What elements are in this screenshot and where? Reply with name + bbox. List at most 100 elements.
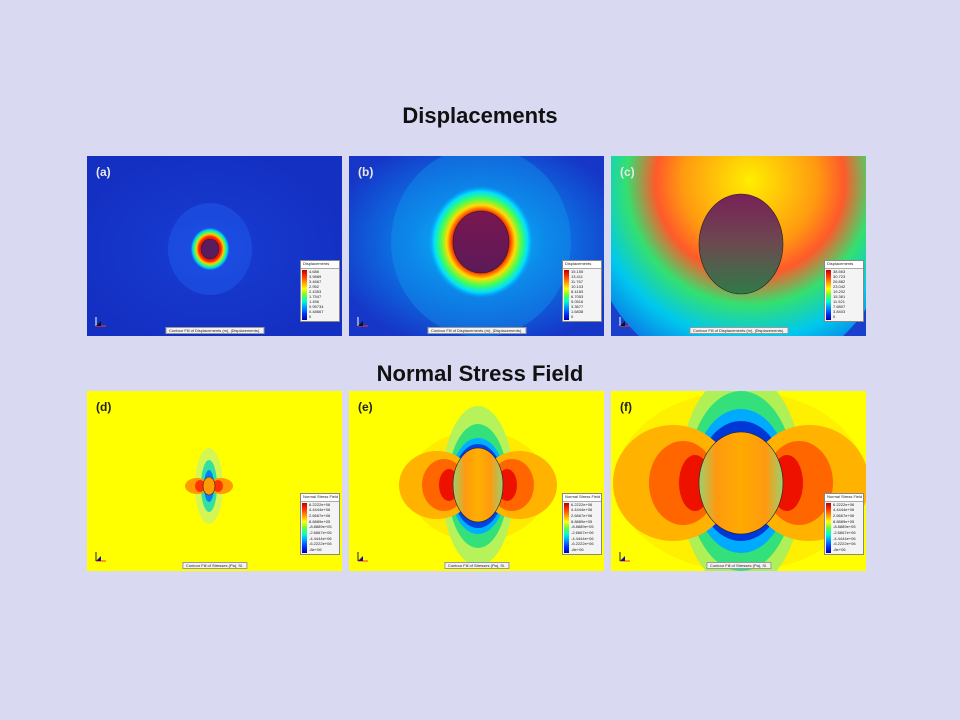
panel-b-caption: Contour Fill of Displacements (m), |Disp…	[427, 327, 526, 334]
legend-value: 3.3677	[571, 303, 584, 309]
legend-value: 1.6838	[571, 308, 584, 314]
legend-value: 6.2222e+06	[833, 501, 855, 507]
legend-value: 0.95734	[309, 303, 324, 309]
panel-c-caption: Contour Fill of Displacements (m), |Disp…	[689, 327, 788, 334]
legend-value: -6.2222e+06	[309, 541, 332, 547]
legend-value: 3.8403	[833, 308, 846, 314]
legend-value: 4.4444e+06	[309, 507, 331, 513]
panel-a-contour	[87, 156, 342, 336]
panel-d-colorbar	[302, 502, 307, 553]
legend-value: 6.7053	[571, 293, 584, 299]
panel-f-stress-plot: (f) Normal Stress Field 6.2222e+06 4.444…	[611, 391, 866, 571]
panel-c-label: (c)	[620, 165, 635, 179]
panel-c-legend-title: Displacements	[825, 261, 863, 269]
legend-value: 4.4444e+06	[833, 507, 855, 513]
legend-value: 2.952	[309, 283, 320, 289]
panel-e-colorbar	[564, 502, 569, 553]
panel-e-caption: Contour Fill of Stresses (Pa), Sl.	[443, 562, 510, 569]
legend-value: 1.7547	[309, 293, 322, 299]
legend-value: 3.4667	[309, 278, 322, 284]
panel-f-caption: Contour Fill of Stresses (Pa), Sl.	[705, 562, 772, 569]
legend-value: -6.2222e+06	[833, 541, 856, 547]
legend-value: 6.2222e+06	[571, 501, 593, 507]
panel-e-legend-title: Normal Stress Field	[563, 494, 601, 502]
axes-triad-icon	[95, 552, 106, 562]
legend-value: 2.4353	[309, 288, 322, 294]
legend-value: -8e+06	[571, 546, 584, 552]
panel-f-legend-title: Normal Stress Field	[825, 494, 863, 502]
legend-value: 2.6667e+06	[309, 512, 331, 518]
legend-value: 8.8889e+05	[833, 518, 855, 524]
legend-value: 7.6807	[833, 303, 846, 309]
panel-c-contour	[611, 156, 866, 336]
legend-value: 5.0516	[571, 298, 584, 304]
panel-b-label: (b)	[358, 165, 374, 179]
legend-value: 6.2222e+06	[309, 501, 331, 507]
panel-a-label: (a)	[96, 165, 111, 179]
panel-f-colorbar	[826, 502, 831, 553]
panel-e-stress-plot: (e) Normal Stress Field 6.2222e+06 4.444…	[349, 391, 604, 571]
panel-b-colorbar	[564, 269, 569, 320]
panel-d-legend-title: Normal Stress Field	[301, 494, 339, 502]
title-normal-stress-field: Normal Stress Field	[376, 361, 584, 386]
legend-value: 26.882	[833, 278, 846, 284]
legend-value: 1.456	[309, 298, 320, 304]
legend-value: -8.8889e+05	[309, 524, 332, 530]
legend-value: -8e+06	[833, 546, 846, 552]
panel-d-caption: Contour Fill of Stresses (Pa), Sl.	[181, 562, 248, 569]
legend-value: 0	[833, 313, 836, 319]
panel-b-contour	[349, 156, 604, 336]
axes-triad-icon	[357, 552, 368, 562]
legend-value: 4.4444e+06	[571, 507, 593, 513]
legend-value: -8.8889e+05	[571, 524, 594, 530]
legend-value: 2.6667e+06	[571, 512, 593, 518]
panel-d-legend: Normal Stress Field 6.2222e+06 4.4444e+0…	[300, 493, 340, 555]
legend-value: 0.48667	[309, 308, 324, 314]
panel-a-caption: Contour Fill of Displacements (m), |Disp…	[165, 327, 264, 334]
legend-value: 4.686	[309, 268, 320, 274]
legend-value: -4.4444e+06	[833, 535, 856, 541]
legend-value: 8.4183	[571, 288, 584, 294]
panel-f-label: (f)	[620, 400, 632, 414]
legend-value: 10.103	[571, 283, 584, 289]
panel-c-displacement-plot: (c) Displacements 38.563 30.723 26.882 2…	[611, 156, 866, 336]
legend-value: -2.6667e+06	[309, 529, 332, 535]
panel-f-legend: Normal Stress Field 6.2222e+06 4.4444e+0…	[824, 493, 864, 555]
legend-value: -8.8889e+05	[833, 524, 856, 530]
panel-d-contour	[87, 391, 342, 571]
panel-b-legend-title: Displacements	[563, 261, 601, 269]
legend-value: 0	[309, 313, 312, 319]
legend-value: 0	[571, 313, 574, 319]
panel-e-label: (e)	[358, 400, 373, 414]
panel-e-legend: Normal Stress Field 6.2222e+06 4.4444e+0…	[562, 493, 602, 555]
legend-value: -6.2222e+06	[571, 541, 594, 547]
panel-c-legend: Displacements 38.563 30.723 26.882 23.04…	[824, 260, 864, 322]
legend-value: -2.6667e+06	[833, 529, 856, 535]
legend-value: 23.042	[833, 283, 846, 289]
panel-a-colorbar	[302, 269, 307, 320]
legend-value: 30.723	[833, 273, 846, 279]
legend-value: 15.155	[571, 268, 584, 274]
legend-value: 38.563	[833, 268, 846, 274]
legend-value: -8e+06	[309, 546, 322, 552]
panel-b-legend: Displacements 15.155 13.411 11.767 10.10…	[562, 260, 602, 322]
panel-a-displacement-plot: (a) Displacements 4.686 3.9889 3.4667 2.…	[87, 156, 342, 336]
axes-triad-icon	[619, 552, 630, 562]
panel-e-contour	[349, 391, 604, 571]
legend-value: 3.9889	[309, 273, 322, 279]
panel-d-stress-plot: (d) Normal Stress Field 6.2222e+06 4.444…	[87, 391, 342, 571]
panel-d-label: (d)	[96, 400, 112, 414]
title-displacements: Displacements	[402, 103, 558, 128]
legend-value: 15.361	[833, 293, 846, 299]
panel-f-contour	[611, 391, 866, 571]
panel-b-displacement-plot: (b) Displacements 15.155 13.411 11.767 1…	[349, 156, 604, 336]
legend-value: 13.411	[571, 273, 583, 279]
axes-triad-icon	[619, 317, 630, 327]
legend-value: 11.521	[833, 298, 845, 304]
legend-value: -4.4444e+06	[309, 535, 332, 541]
panel-a-legend: Displacements 4.686 3.9889 3.4667 2.952 …	[300, 260, 340, 322]
legend-value: -2.6667e+06	[571, 529, 594, 535]
legend-value: 2.6667e+06	[833, 512, 855, 518]
panel-a-legend-title: Displacements	[301, 261, 339, 269]
legend-value: 11.767	[571, 278, 583, 284]
